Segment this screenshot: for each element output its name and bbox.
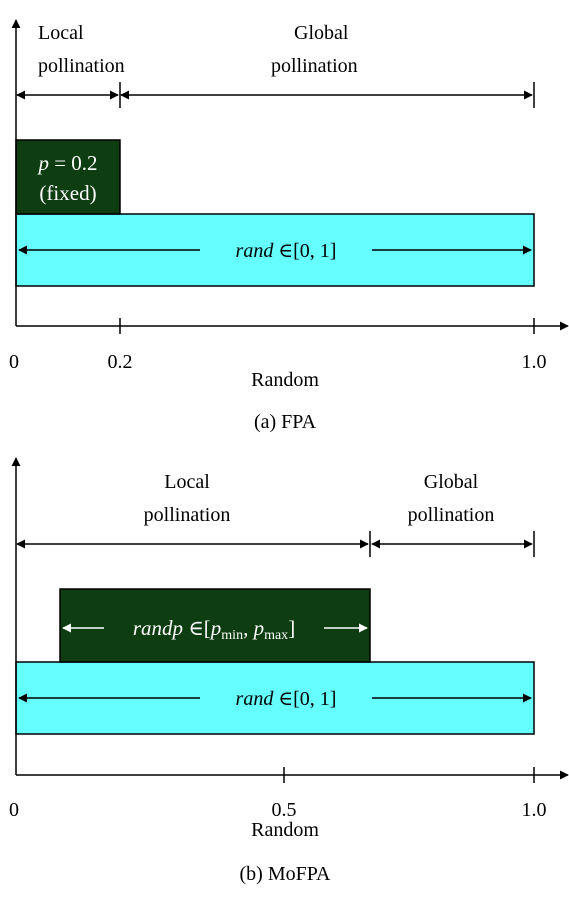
panel-b-global-label-line2: pollination [408, 504, 495, 526]
panel-b-rand-label: rand ∈[0, 1] [236, 688, 337, 710]
panel-a-tick-label-1: 1.0 [522, 351, 547, 373]
panel-a-local-label-line1: Local [38, 22, 84, 44]
panel-b-randp-label: randp ∈[pmin, pmax] [133, 616, 295, 643]
panel-b: Local pollination Global pollination ran… [9, 457, 569, 885]
panel-b-global-label-line1: Global [424, 471, 479, 493]
panel-a-rand-label: rand ∈[0, 1] [236, 240, 337, 262]
panel-b-tick-label-mid: 0.5 [272, 799, 297, 821]
panel-a-local-label-line2: pollination [38, 55, 125, 77]
panel-b-x-label: Random [251, 819, 319, 841]
panel-a: Local pollination Global pollination p =… [9, 19, 569, 433]
panel-a-global-label-line1: Global [294, 22, 349, 44]
panel-b-local-label-line1: Local [164, 471, 210, 493]
panel-a-p-fixed-label: (fixed) [39, 181, 96, 205]
panel-b-local-label-line2: pollination [144, 504, 231, 526]
panel-a-p-box [15, 139, 121, 215]
panel-a-tick-label-mid: 0.2 [108, 351, 133, 373]
panel-b-tick-label-0: 0 [9, 799, 19, 821]
panel-b-caption: (b) MoFPA [240, 863, 332, 885]
panel-a-p-label: p = 0.2 [36, 151, 97, 175]
panel-b-tick-label-1: 1.0 [522, 799, 547, 821]
panel-a-x-label: Random [251, 369, 319, 391]
panel-a-caption: (a) FPA [254, 411, 317, 433]
panel-b-randp-box [59, 588, 371, 663]
panel-a-global-label-line2: pollination [271, 55, 358, 77]
panel-a-tick-label-0: 0 [9, 351, 19, 373]
